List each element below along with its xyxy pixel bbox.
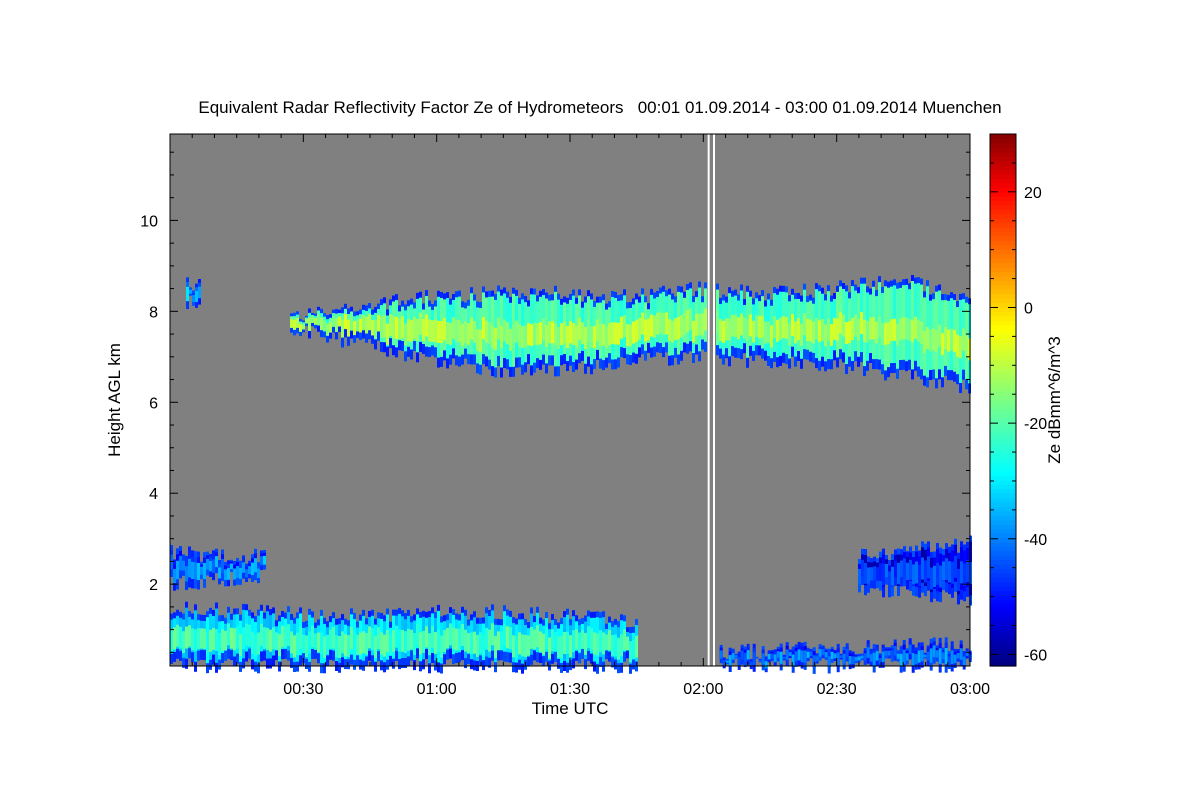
- y-axis: 2 4 6 8 10: [140, 151, 970, 653]
- x-axis: 00:30 01:00 01:30 02:00 02:30 03:00: [169, 134, 990, 698]
- x-tick-label: 02:30: [817, 681, 857, 698]
- x-tick-label: 02:00: [683, 681, 723, 698]
- y-tick-label: 4: [149, 486, 158, 503]
- layer-upper-cloud-isolated: [186, 277, 201, 309]
- x-axis-title: Time UTC: [532, 699, 609, 718]
- y-tick-label: 6: [149, 395, 158, 412]
- colorbar-tick-label: -20: [1024, 416, 1047, 433]
- y-tick-label: 10: [140, 213, 158, 230]
- y-tick-label: 8: [149, 304, 158, 321]
- colorbar-tick-label: 0: [1024, 300, 1033, 317]
- layer-boundary-layer: [170, 601, 638, 674]
- plot-background: [170, 134, 970, 666]
- colorbar-title: Ze dBmm^6/m^3: [1045, 336, 1064, 463]
- colorbar-frame: [989, 133, 1017, 667]
- x-tick-label: 01:00: [417, 681, 457, 698]
- reflectivity-field: [170, 275, 972, 674]
- y-axis-title: Height AGL km: [105, 343, 124, 457]
- y-tick-label: 2: [149, 577, 158, 594]
- x-tick-label: 01:30: [550, 681, 590, 698]
- colorbar-tick-label: 20: [1024, 185, 1042, 202]
- layer-low-cloud-a: [170, 545, 266, 591]
- plot-area: [169, 133, 972, 674]
- colorbar-tick-label: -60: [1024, 647, 1047, 664]
- x-tick-label: 03:00: [950, 681, 990, 698]
- chart-title: Equivalent Radar Reflectivity Factor Ze …: [198, 98, 1002, 117]
- colorbar: 20 0 -20 -40 -60: [989, 133, 1047, 667]
- x-tick-label: 00:30: [283, 681, 323, 698]
- layer-boundary-layer-late: [719, 637, 972, 674]
- layer-upper-cloud: [290, 275, 971, 394]
- colorbar-tick-label: -40: [1024, 532, 1047, 549]
